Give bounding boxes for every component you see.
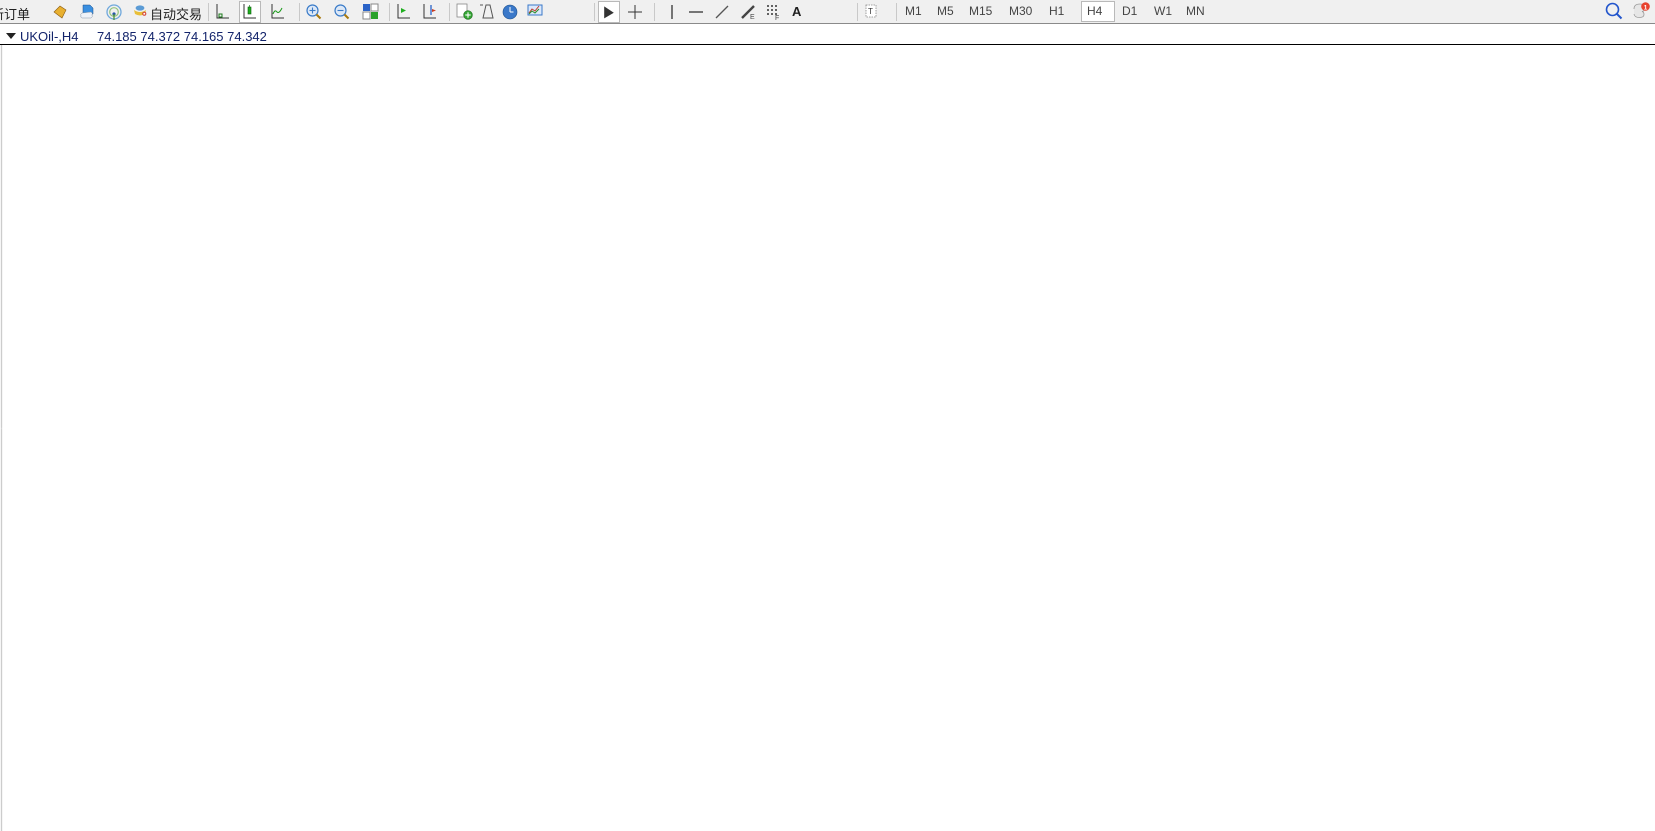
svg-text:F: F [775, 15, 779, 22]
svg-text:E: E [750, 14, 755, 21]
svg-text:T: T [868, 7, 873, 16]
svg-text:1: 1 [1644, 4, 1648, 11]
